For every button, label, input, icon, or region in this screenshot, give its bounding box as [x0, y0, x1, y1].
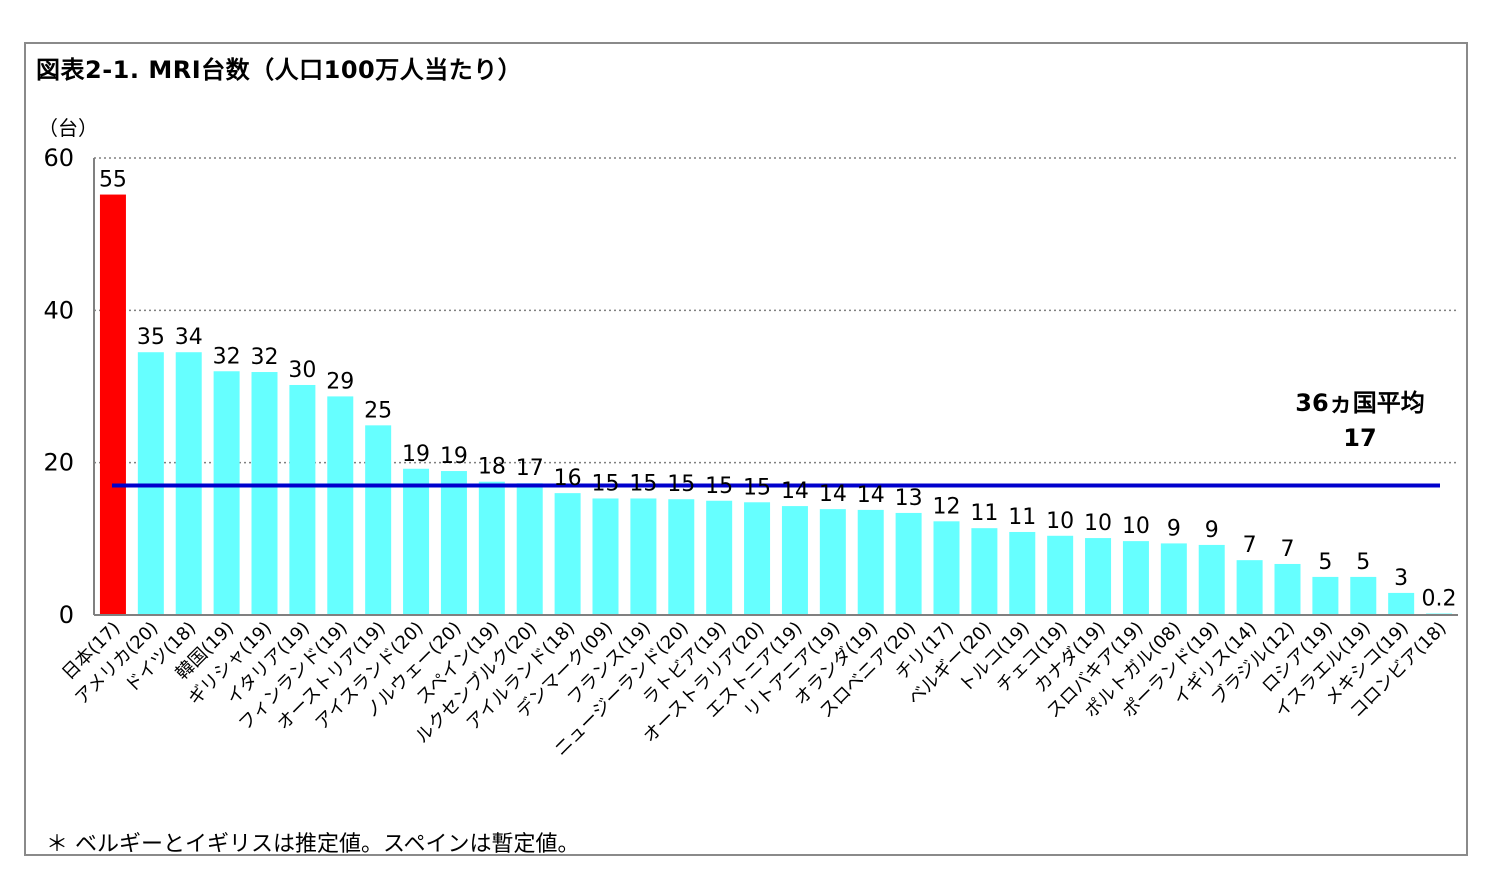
bar-12 — [554, 493, 581, 615]
bar-28 — [1160, 543, 1187, 615]
data-label-9: 19 — [440, 444, 468, 469]
average-value-label: 17 — [1343, 424, 1376, 452]
data-label-1: 35 — [137, 325, 165, 350]
chart-title: 図表2-1. MRI台数（人口100万人当たり） — [36, 56, 523, 84]
bar-29 — [1198, 544, 1225, 615]
bar-32 — [1312, 576, 1339, 615]
data-label-23: 11 — [970, 501, 998, 526]
bar-7 — [365, 425, 392, 615]
data-label-13: 15 — [592, 471, 620, 496]
bar-0 — [99, 194, 126, 615]
gridlines — [94, 157, 1458, 464]
bar-24 — [1009, 531, 1036, 615]
bar-13 — [592, 498, 619, 615]
y-tick-label-0: 0 — [59, 601, 74, 629]
bar-27 — [1122, 541, 1149, 615]
bar-8 — [403, 468, 430, 615]
data-label-15: 15 — [667, 472, 695, 497]
average-line-group: 36ヵ国平均 17 — [112, 389, 1440, 488]
data-label-3: 32 — [213, 344, 241, 369]
y-tick-label-20: 20 — [43, 449, 74, 477]
data-label-8: 19 — [402, 442, 430, 467]
bar-25 — [1047, 535, 1074, 615]
data-label-35: 0.2 — [1422, 586, 1457, 611]
data-label-4: 32 — [251, 345, 279, 370]
data-label-29: 9 — [1205, 518, 1219, 543]
data-label-34: 3 — [1394, 566, 1408, 591]
data-label-30: 7 — [1243, 533, 1257, 558]
bar-26 — [1085, 538, 1112, 615]
data-label-33: 5 — [1356, 550, 1370, 575]
data-label-16: 15 — [705, 474, 733, 499]
y-tick-label-60: 60 — [43, 144, 74, 172]
data-label-31: 7 — [1281, 537, 1295, 562]
data-label-18: 14 — [781, 479, 809, 504]
bar-31 — [1274, 563, 1301, 615]
data-label-12: 16 — [554, 466, 582, 491]
bar-14 — [630, 498, 657, 615]
data-label-21: 13 — [895, 486, 923, 511]
bar-9 — [440, 471, 467, 615]
data-label-6: 29 — [326, 369, 354, 394]
bar-20 — [857, 509, 884, 615]
data-label-19: 14 — [819, 482, 847, 507]
data-label-14: 15 — [629, 471, 657, 496]
data-label-10: 18 — [478, 455, 506, 480]
bar-4 — [251, 372, 278, 615]
bar-15 — [668, 499, 695, 615]
bar-21 — [895, 512, 922, 615]
bar-16 — [706, 500, 733, 615]
data-label-32: 5 — [1318, 550, 1332, 575]
axes — [93, 158, 1458, 616]
bar-5 — [289, 384, 316, 615]
bar-17 — [744, 502, 771, 615]
data-label-7: 25 — [364, 398, 392, 423]
data-label-28: 9 — [1167, 516, 1181, 541]
footnote: ＊ ベルギーとイギリスは推定値。スペインは暫定値。 — [46, 832, 580, 857]
bar-22 — [933, 521, 960, 615]
bar-34 — [1388, 592, 1415, 615]
data-label-24: 11 — [1008, 505, 1036, 530]
data-label-2: 34 — [175, 325, 203, 350]
bar-33 — [1350, 576, 1377, 615]
data-label-20: 14 — [857, 483, 885, 508]
data-label-22: 12 — [933, 494, 961, 519]
bar-19 — [819, 509, 846, 615]
data-label-0: 55 — [99, 168, 127, 193]
data-label-25: 10 — [1046, 509, 1074, 534]
average-label: 36ヵ国平均 — [1295, 389, 1424, 417]
bar-18 — [781, 506, 808, 615]
y-axis-unit-label: （台） — [38, 116, 98, 140]
bar-6 — [327, 396, 354, 615]
y-tick-label-40: 40 — [43, 296, 74, 324]
data-label-27: 10 — [1122, 514, 1150, 539]
bar-23 — [971, 528, 998, 615]
data-label-17: 15 — [743, 475, 771, 500]
bar-30 — [1236, 560, 1263, 615]
data-label-5: 30 — [288, 358, 316, 383]
bar-11 — [516, 483, 543, 615]
data-label-11: 17 — [516, 456, 544, 481]
bar-3 — [213, 371, 240, 615]
bar-10 — [478, 481, 505, 615]
data-label-26: 10 — [1084, 511, 1112, 536]
